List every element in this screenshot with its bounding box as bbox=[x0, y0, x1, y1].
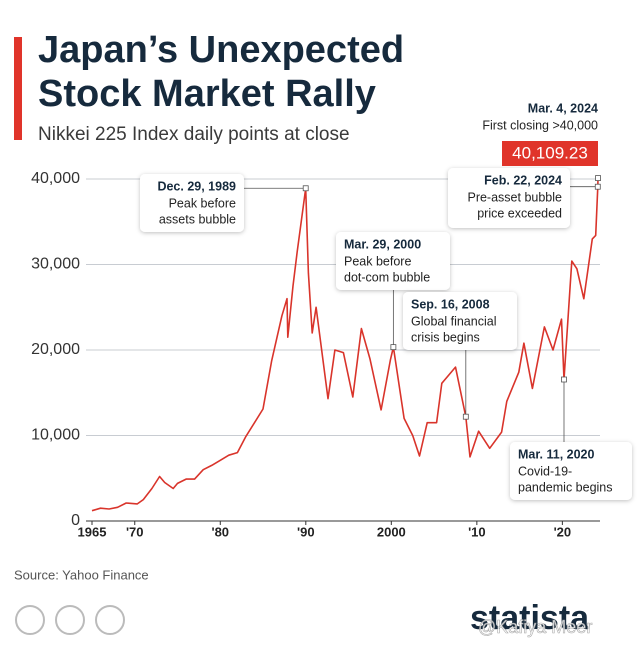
annotation-date: Sep. 16, 2008 bbox=[411, 297, 490, 311]
x-tick-label: '20 bbox=[554, 524, 572, 539]
y-tick-label: 20,000 bbox=[31, 341, 80, 358]
annotation-date: Mar. 4, 2024 bbox=[528, 101, 598, 115]
annotation-marker bbox=[594, 183, 601, 190]
annotation-marker bbox=[561, 376, 567, 383]
title-accent bbox=[14, 37, 22, 140]
annotation-text: Peak before bbox=[169, 196, 236, 210]
watermark: @Kafiya Meer bbox=[478, 617, 592, 637]
annotation-marker bbox=[595, 175, 601, 181]
y-tick-label: 40,000 bbox=[31, 170, 80, 187]
annotation-text: Pre-asset bubble bbox=[467, 190, 562, 204]
annotation-text: Global financial bbox=[411, 314, 496, 328]
data-line bbox=[91, 178, 599, 512]
annotation-text: Peak before bbox=[344, 254, 411, 268]
annotation-text: assets bubble bbox=[159, 212, 236, 226]
chart-subtitle: Nikkei 225 Index daily points at close bbox=[38, 124, 350, 145]
x-tick-label: 1965 bbox=[78, 524, 107, 539]
annotation-text: pandemic begins bbox=[518, 480, 613, 494]
annotation-box bbox=[448, 168, 570, 228]
annotation-date: Mar. 11, 2020 bbox=[518, 447, 595, 461]
annotation-text: crisis begins bbox=[411, 330, 480, 344]
annotation-box bbox=[336, 232, 450, 290]
annotation-marker bbox=[302, 185, 309, 192]
annotation-text: price exceeded bbox=[477, 206, 562, 220]
annotation-text: First closing >40,000 bbox=[482, 118, 598, 132]
x-tick-label: 2000 bbox=[377, 524, 406, 539]
x-tick-label: '80 bbox=[211, 524, 229, 539]
annotation-text: dot-com bubble bbox=[344, 270, 430, 284]
value-label: 40,109.23 bbox=[512, 143, 588, 162]
annotation-text: Covid-19- bbox=[518, 464, 572, 478]
x-tick-label: '10 bbox=[468, 524, 486, 539]
y-tick-label: 30,000 bbox=[31, 256, 80, 273]
license-icons bbox=[15, 605, 125, 635]
annotation-marker bbox=[462, 413, 469, 420]
y-tick-label: 10,000 bbox=[31, 427, 80, 444]
x-tick-label: '70 bbox=[126, 524, 144, 539]
source: Source: Yahoo Finance bbox=[14, 567, 149, 582]
annotation-date: Mar. 29, 2000 bbox=[344, 237, 421, 251]
x-tick-label: '90 bbox=[297, 524, 315, 539]
annotation-date: Dec. 29, 1989 bbox=[157, 179, 236, 193]
value-label-box bbox=[502, 141, 598, 166]
annotation-marker bbox=[390, 344, 397, 351]
annotation-date: Feb. 22, 2024 bbox=[484, 173, 562, 187]
annotation-box bbox=[140, 174, 244, 232]
brand-logo: statista bbox=[470, 599, 590, 637]
chart-title: Japan’s Unexpected Stock Market Rally bbox=[38, 29, 405, 115]
annotation-box bbox=[510, 442, 632, 500]
annotation-box bbox=[403, 292, 517, 350]
y-tick-label: 0 bbox=[71, 512, 80, 529]
